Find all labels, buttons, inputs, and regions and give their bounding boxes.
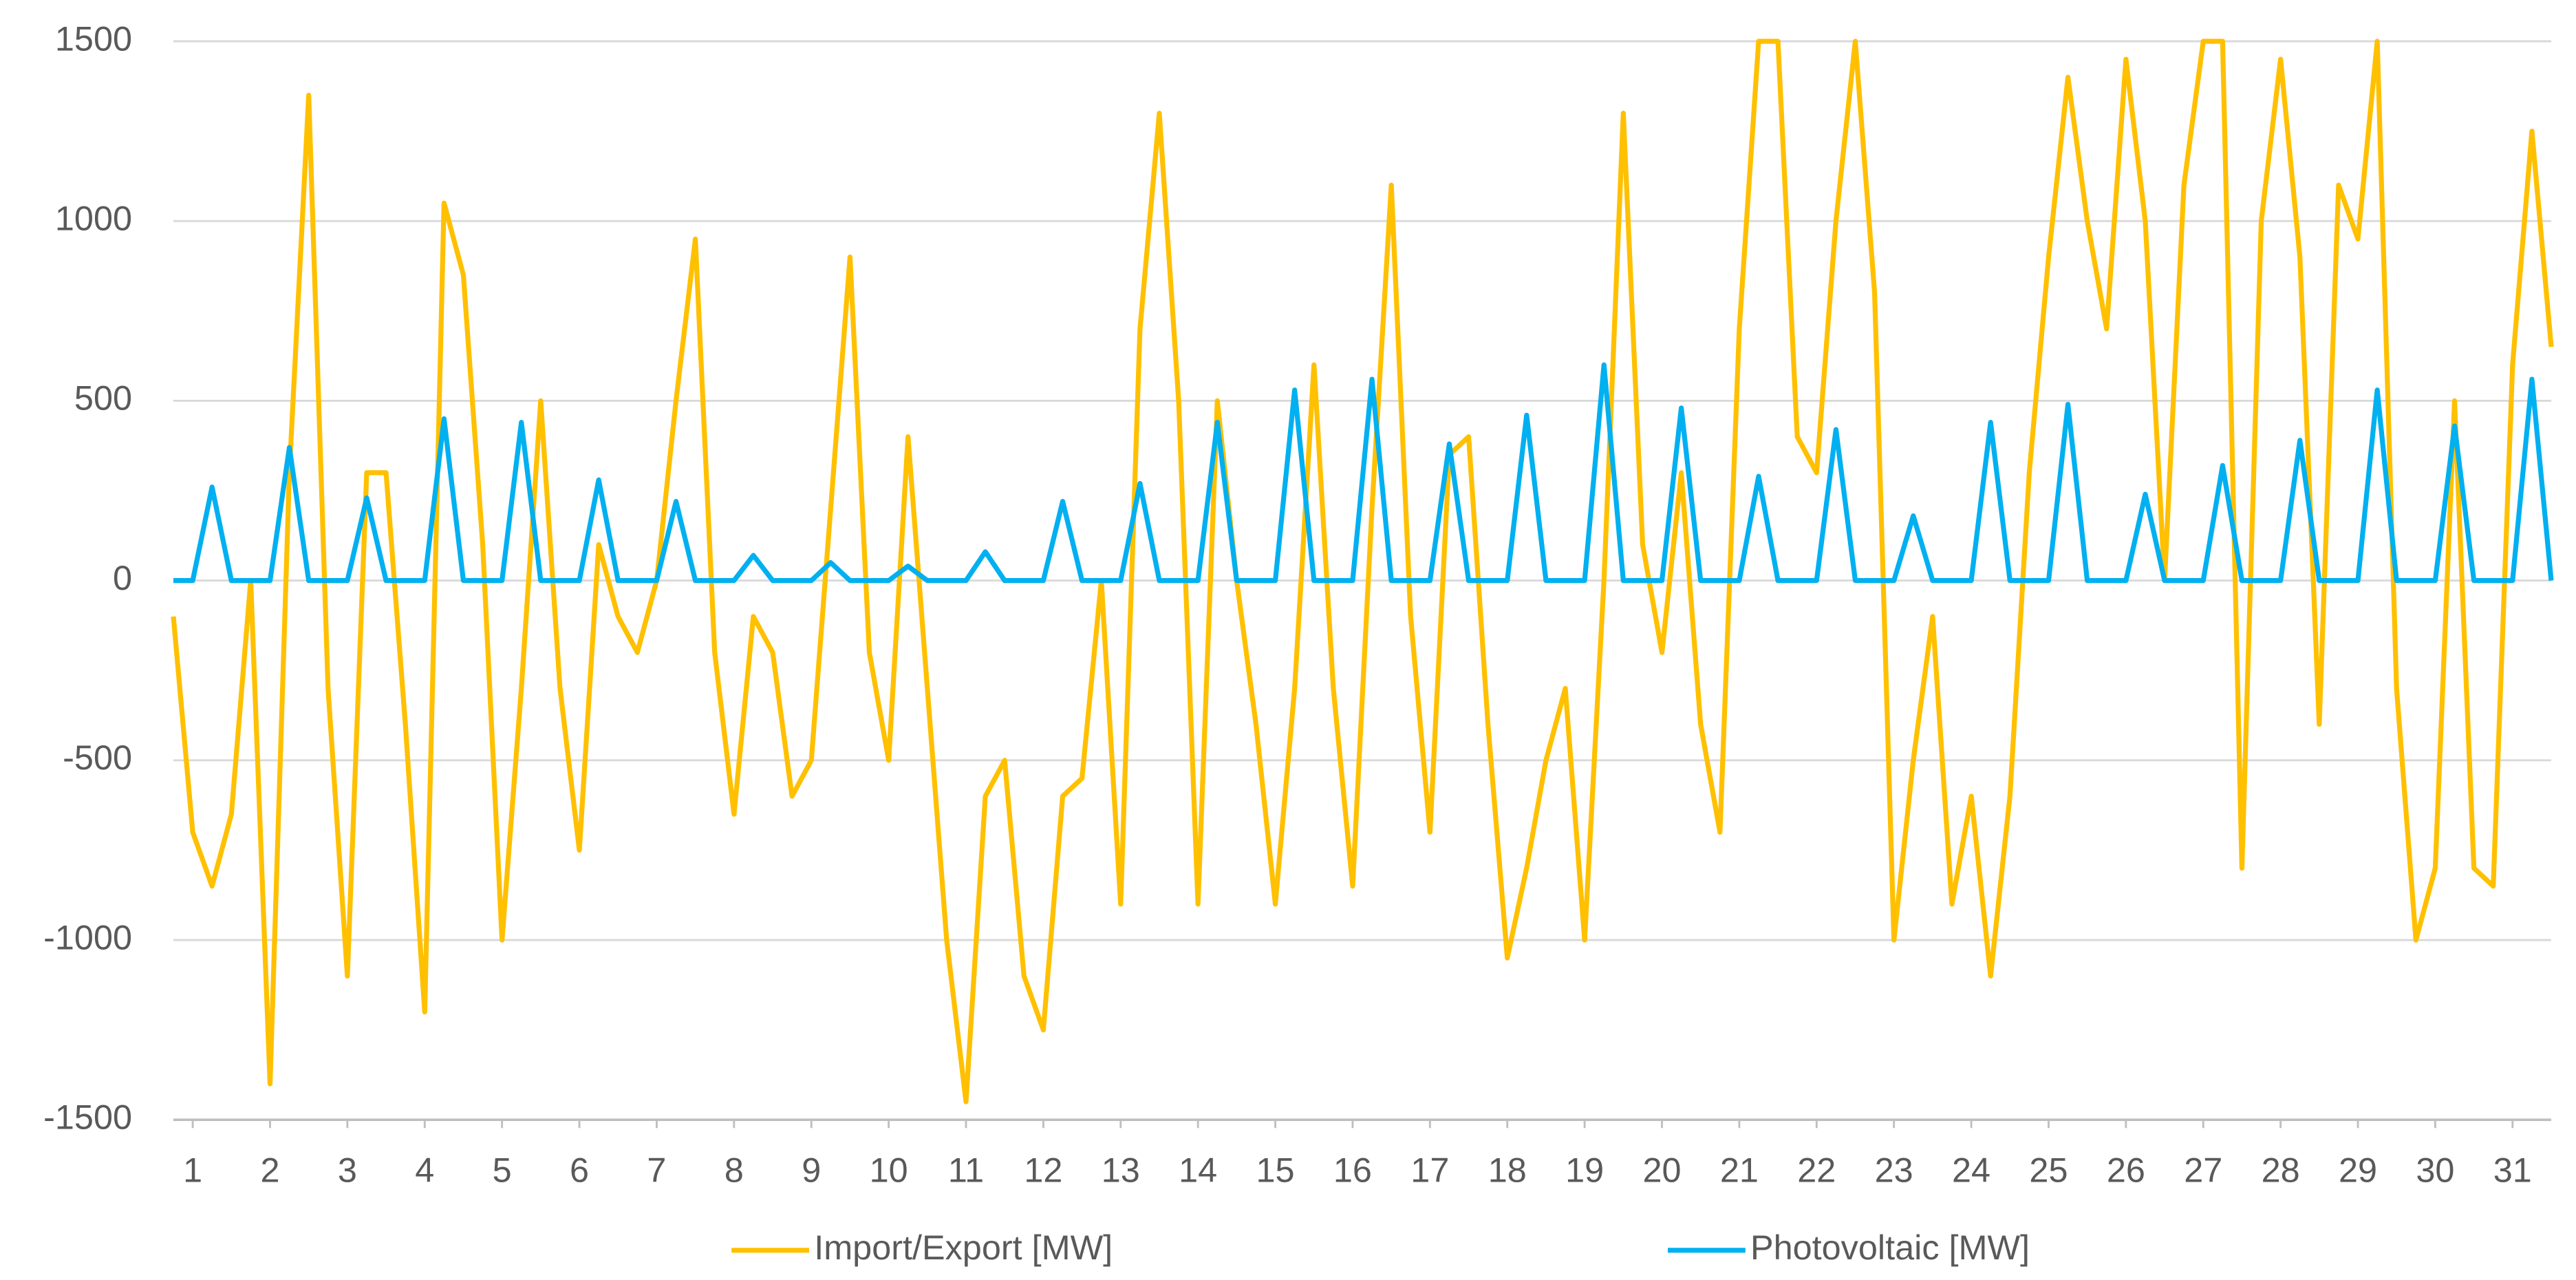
x-tick-label: 13 bbox=[1102, 1150, 1140, 1189]
x-tick-label: 6 bbox=[570, 1150, 589, 1189]
x-tick-label: 29 bbox=[2339, 1150, 2377, 1189]
x-tick-label: 4 bbox=[415, 1150, 434, 1189]
x-tick-label: 24 bbox=[1952, 1150, 1990, 1189]
series-line bbox=[171, 39, 2554, 1105]
x-tick-label: 1 bbox=[183, 1150, 202, 1189]
x-tick-label: 31 bbox=[2493, 1150, 2532, 1189]
x-tick-label: 28 bbox=[2262, 1150, 2300, 1189]
x-tick-label: 12 bbox=[1024, 1150, 1062, 1189]
x-tick-label: 21 bbox=[1720, 1150, 1759, 1189]
x-tick-label: 2 bbox=[260, 1150, 279, 1189]
x-tick-label: 20 bbox=[1642, 1150, 1681, 1189]
x-tick-label: 18 bbox=[1488, 1150, 1527, 1189]
legend-label: Photovoltaic [MW] bbox=[1750, 1228, 2030, 1267]
x-tick-label: 22 bbox=[1797, 1150, 1836, 1189]
x-tick-label: 11 bbox=[948, 1150, 984, 1189]
x-tick-label: 17 bbox=[1410, 1150, 1449, 1189]
x-tick-label: 30 bbox=[2416, 1150, 2454, 1189]
x-tick-label: 25 bbox=[2029, 1150, 2068, 1189]
x-tick-label: 23 bbox=[1875, 1150, 1913, 1189]
y-tick-label: 0 bbox=[113, 558, 132, 597]
y-tick-label: 1500 bbox=[55, 19, 132, 58]
y-tick-label: -1500 bbox=[43, 1098, 132, 1137]
x-tick-label: 3 bbox=[338, 1150, 357, 1189]
x-tick-label: 7 bbox=[647, 1150, 666, 1189]
y-tick-label: 1000 bbox=[55, 199, 132, 238]
series-line bbox=[173, 362, 2554, 584]
x-tick-label: 8 bbox=[724, 1150, 744, 1189]
x-tick-label: 9 bbox=[802, 1150, 821, 1189]
x-tick-label: 27 bbox=[2184, 1150, 2222, 1189]
x-tick-label: 19 bbox=[1565, 1150, 1604, 1189]
x-tick-label: 16 bbox=[1333, 1150, 1372, 1189]
plot-area bbox=[171, 39, 2554, 1105]
y-tick-label: -500 bbox=[63, 738, 132, 777]
y-tick-label: -1000 bbox=[43, 917, 132, 957]
y-tick-label: 500 bbox=[74, 378, 132, 418]
legend-label: Import/Export [MW] bbox=[814, 1228, 1113, 1267]
x-tick-label: 10 bbox=[870, 1150, 908, 1189]
x-tick-label: 5 bbox=[493, 1150, 512, 1189]
x-tick-label: 14 bbox=[1179, 1150, 1217, 1189]
x-tick-label: 15 bbox=[1256, 1150, 1295, 1189]
x-tick-label: 26 bbox=[2107, 1150, 2145, 1189]
